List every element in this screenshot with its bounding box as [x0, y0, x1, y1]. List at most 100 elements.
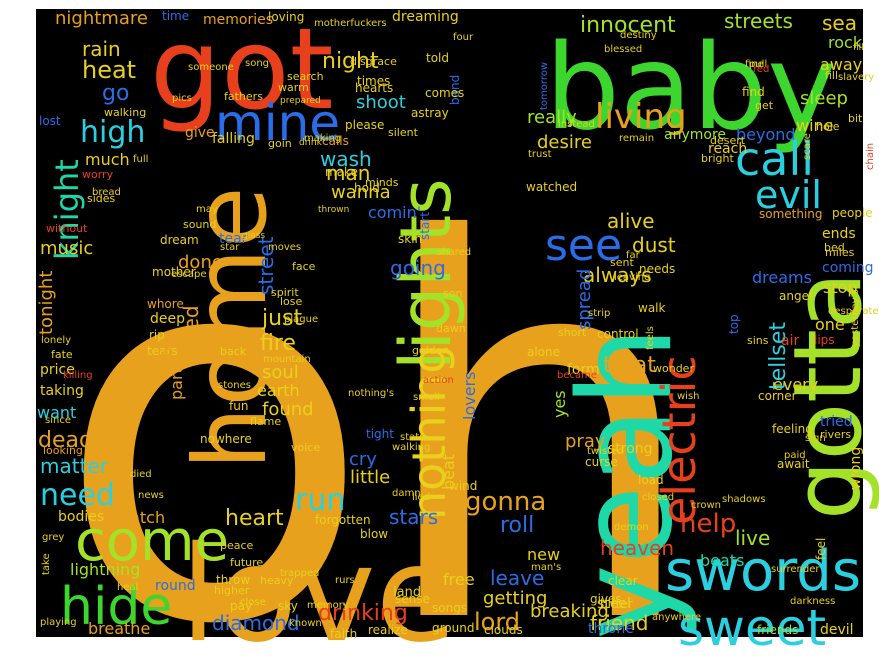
word-anywhere: anywhere	[652, 612, 701, 623]
word-calls: calls	[322, 134, 349, 148]
word-anymore: anymore	[664, 127, 726, 143]
word-died: died	[130, 469, 152, 480]
word-gives: gives	[590, 592, 622, 606]
word-walking: walking	[392, 442, 430, 453]
word-something: something	[759, 207, 823, 221]
word-whore: whore	[147, 297, 184, 311]
word-lied: lied	[412, 492, 430, 503]
word-steel: steel	[597, 596, 631, 612]
word-sea: sea	[822, 11, 857, 35]
word-realize: realize	[368, 623, 408, 637]
word-heaven: heaven	[600, 536, 674, 560]
word-streets: streets	[724, 9, 793, 33]
word-pull: pull	[749, 59, 767, 70]
word-find: find	[742, 85, 765, 99]
word-dream: dream	[160, 233, 199, 247]
word-feeling: feeling	[772, 422, 813, 436]
word-gonna: gonna	[465, 487, 546, 517]
word-comes: comes	[425, 86, 464, 100]
word-sky: sky	[278, 599, 298, 613]
word-deep: deep	[150, 311, 185, 327]
word-dreaming: dreaming	[392, 9, 459, 25]
word-lost: lost	[39, 114, 61, 128]
word-getting: getting	[483, 588, 547, 609]
word-bit: bit	[848, 112, 863, 125]
word-tight: tight	[366, 427, 394, 441]
word-gotta: gotta	[774, 272, 879, 521]
word-every: every	[773, 375, 818, 394]
word-demon: demon	[614, 522, 649, 533]
word-bed: bed	[824, 241, 845, 254]
word-blow: blow	[360, 527, 388, 541]
word-looking: looking	[43, 444, 83, 457]
word-tried: tried	[820, 414, 853, 430]
word-air: air	[781, 333, 799, 349]
word-street: street	[254, 236, 278, 295]
word-astray: astray	[411, 106, 449, 120]
word-thrown: thrown	[318, 205, 349, 215]
word-fathers: fathers	[224, 90, 263, 103]
word-feels: feels	[645, 326, 656, 350]
word-found: found	[262, 399, 314, 420]
word-sleep: sleep	[800, 88, 848, 109]
word-face: face	[292, 260, 316, 273]
word-news: news	[138, 490, 164, 501]
word-lovers: lovers	[460, 372, 479, 420]
word-bitter: bitter	[600, 597, 633, 611]
word-songs: songs	[432, 601, 467, 615]
word-red: red	[753, 64, 769, 75]
word-angel: angel	[779, 289, 812, 303]
word-load: load	[638, 473, 664, 487]
word-chain: chain	[865, 143, 876, 170]
word-lord: lord	[474, 608, 520, 636]
word-full: full	[133, 154, 148, 165]
word-diamond: diamond	[212, 611, 300, 635]
word-electric: electric	[652, 355, 706, 525]
word-destiny: destiny	[620, 30, 657, 41]
word-spread: spread	[574, 269, 595, 330]
word-time: time	[162, 9, 189, 23]
word-clear: clear	[608, 574, 638, 588]
word-wish: wish	[677, 391, 700, 402]
word-loving: loving	[268, 10, 304, 24]
word-beats: beats	[700, 551, 744, 570]
word-someone: someone	[188, 62, 234, 73]
word-told: told	[426, 51, 449, 65]
word-forgotten: forgotten	[315, 513, 371, 527]
word-twisted: twisted	[587, 446, 624, 457]
word-may: may	[196, 204, 218, 215]
word-sweet: sweet	[678, 599, 826, 657]
word-grey: grey	[42, 532, 64, 543]
word-sound: sound	[183, 218, 216, 231]
word-desert: desert	[710, 134, 746, 147]
word-cry: cry	[349, 449, 377, 470]
word-little: little	[350, 467, 390, 488]
word-mine: mine	[215, 94, 340, 152]
word-silent: silent	[388, 126, 419, 139]
word-stones: stones	[218, 380, 251, 391]
word-times: times	[357, 74, 390, 88]
word-come: come	[75, 509, 229, 574]
word-since: since	[45, 415, 71, 426]
word-needs: needs	[639, 262, 675, 276]
word-prepared: prepared	[280, 96, 321, 106]
word-free: free	[443, 570, 475, 589]
word-dreams: dreams	[752, 268, 812, 287]
word-rock: rock	[828, 33, 863, 52]
word-nothing: nothing	[402, 344, 456, 520]
word-get: get	[755, 99, 774, 112]
word-memories: memories	[203, 12, 273, 28]
word-became: became	[557, 370, 597, 381]
word-done: done	[178, 252, 223, 273]
word-wine: wine	[796, 116, 834, 135]
word-heal: heal	[117, 582, 138, 593]
word-smell: smell	[413, 392, 440, 403]
word-far: far	[626, 250, 641, 261]
word-watched: watched	[526, 180, 577, 194]
word-breathe: breathe	[88, 619, 150, 638]
word-without: without	[46, 222, 88, 235]
word-swords: swords	[665, 539, 861, 604]
word-bright: bright	[701, 152, 735, 165]
word-miles: miles	[825, 246, 855, 259]
word-man: man	[326, 161, 370, 185]
